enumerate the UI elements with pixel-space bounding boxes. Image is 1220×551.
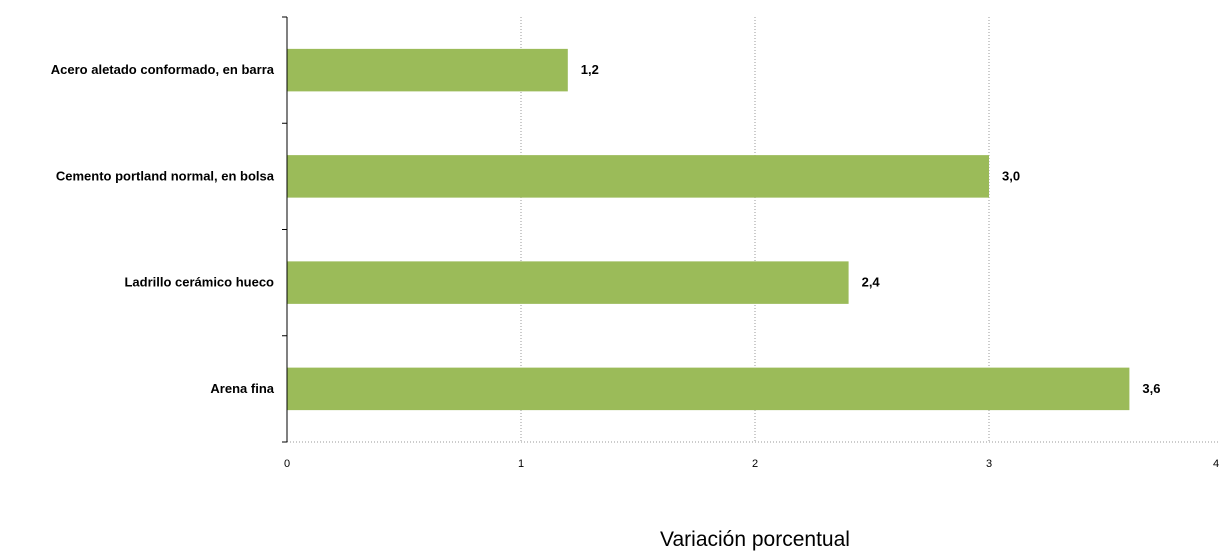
value-label: 3,6 [1142,381,1160,396]
x-tick-label: 1 [518,458,524,470]
value-label: 1,2 [581,62,599,77]
x-axis-title: Variación porcentual [660,528,850,551]
category-label: Acero aletado conformado, en barra [51,62,275,77]
category-label: Ladrillo cerámico hueco [124,275,274,290]
x-tick-label: 4 [1213,458,1219,470]
labels: 0 1 2 3 4 Acero aletado conformado, en barra 1… [51,62,1219,470]
category-label: Cemento portland normal, en bolsa [56,168,275,183]
x-tick-label: 2 [752,458,758,470]
x-tick-label: 0 [284,458,290,470]
bars [287,48,1130,411]
bar [287,155,989,198]
value-label: 3,0 [1002,168,1020,183]
category-label: Arena fina [210,381,274,396]
axes [282,16,1220,443]
bar [287,367,1130,411]
bar [287,48,568,92]
bar [287,261,849,304]
x-tick-label: 3 [986,458,992,470]
value-label: 2,4 [862,275,881,290]
